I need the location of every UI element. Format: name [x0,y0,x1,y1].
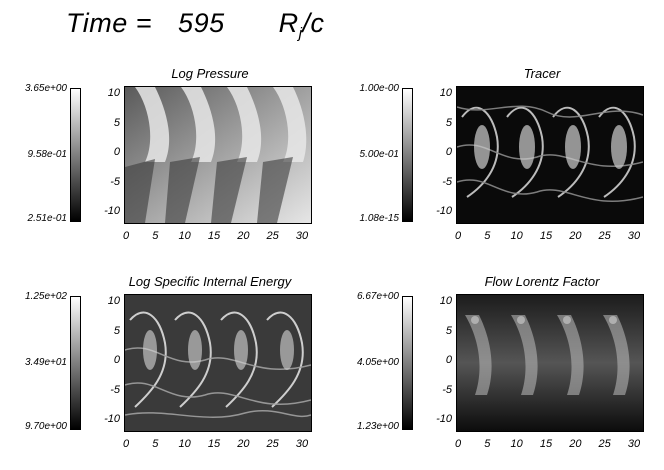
x-tick-label: 5 [152,438,159,450]
colorbar [70,296,81,430]
x-tick-label: 10 [178,230,191,242]
x-tick-label: 10 [510,230,523,242]
x-tick-label: 30 [627,438,641,450]
colorbar-min-label: 9.70e+00 [25,421,67,432]
y-tick-label: 5 [445,116,452,129]
x-axis-ticks: 0 5 10 15 20 25 30 [454,230,642,244]
internal-energy-image [124,294,312,432]
time-label: Time = [66,8,153,38]
panel-title: Tracer [523,66,561,81]
panel-title: Log Specific Internal Energy [128,274,292,289]
time-unit-main: R [278,8,299,38]
y-tick-label: -5 [110,175,120,188]
x-tick-label: 25 [266,438,279,450]
y-tick-label: -10 [436,413,452,425]
time-unit-tail: /c [302,8,325,38]
x-tick-label: 20 [569,230,582,242]
colorbar-max-label: 1.00e-00 [359,83,399,94]
y-axis-ticks: 10 5 0 -5 -10 [426,86,452,222]
y-axis-ticks: 10 5 0 -5 -10 [426,294,452,430]
y-tick-label: 10 [439,295,452,307]
panel-log-specific-internal-energy: Log Specific Internal Energy 1.25e+02 3.… [0,270,320,470]
y-tick-label: 5 [445,324,452,337]
x-tick-label: 0 [122,438,130,450]
x-tick-label: 0 [454,438,462,450]
y-tick-label: -10 [436,205,452,217]
panel-title: Flow Lorentz Factor [484,274,600,289]
colorbar [70,88,81,222]
x-tick-label: 10 [178,438,191,450]
x-tick-label: 5 [484,438,491,450]
y-tick-label: 10 [107,87,120,99]
y-tick-label: 0 [113,146,120,158]
y-tick-label: -5 [442,383,452,396]
time-value: 595 [178,8,225,38]
x-tick-label: 20 [569,438,582,450]
x-tick-label: 0 [454,230,462,242]
panel-title: Log Pressure [171,66,249,81]
y-tick-label: -5 [110,383,120,396]
x-tick-label: 15 [539,230,553,242]
y-tick-label: -10 [104,413,120,425]
panel-flow-lorentz-factor: Flow Lorentz Factor 6.67e+00 4.05e+00 1.… [332,270,652,470]
colorbar-mid-label: 4.05e+00 [357,357,399,368]
x-tick-label: 0 [122,230,130,242]
pressure-image [124,86,312,224]
y-tick-label: 10 [107,295,120,307]
tracer-image [456,86,644,224]
x-tick-label: 15 [539,438,553,450]
colorbar [402,296,413,430]
time-unit-sub: j [298,25,303,42]
colorbar-max-label: 1.25e+02 [25,291,67,302]
x-axis-ticks: 0 5 10 15 20 25 30 [122,438,310,452]
y-tick-label: -10 [104,205,120,217]
y-tick-label: 0 [445,354,452,366]
x-tick-label: 25 [598,438,611,450]
lorentz-factor-image [456,294,644,432]
y-tick-label: 5 [113,116,120,129]
x-tick-label: 20 [237,438,250,450]
x-tick-label: 5 [152,230,159,242]
colorbar [402,88,413,222]
x-axis-ticks: 0 5 10 15 20 25 30 [122,230,310,244]
x-tick-label: 15 [207,230,221,242]
x-tick-label: 30 [627,230,641,242]
x-tick-label: 25 [598,230,611,242]
colorbar-mid-label: 5.00e-01 [359,149,399,160]
y-tick-label: -5 [442,175,452,188]
colorbar-mid-label: 3.49e+01 [25,357,67,368]
colorbar-min-label: 2.51e-01 [27,213,67,224]
x-tick-label: 5 [484,230,491,242]
colorbar-mid-label: 9.58e-01 [27,149,67,160]
y-tick-label: 10 [439,87,452,99]
colorbar-min-label: 1.08e-15 [359,213,399,224]
x-tick-label: 15 [207,438,221,450]
x-tick-label: 10 [510,438,523,450]
y-tick-label: 0 [113,354,120,366]
y-axis-ticks: 10 5 0 -5 -10 [94,86,120,222]
x-tick-label: 25 [266,230,279,242]
time-header: Time = 595 Rj/c [66,8,324,42]
x-axis-ticks: 0 5 10 15 20 25 30 [454,438,642,452]
colorbar-max-label: 3.65e+00 [25,83,67,94]
time-unit: Rj/c [279,8,325,42]
y-axis-ticks: 10 5 0 -5 -10 [94,294,120,430]
panel-log-pressure: Log Pressure 3.65e+00 9.58e-01 2.51e-01 … [0,62,320,262]
y-tick-label: 0 [445,146,452,158]
colorbar-min-label: 1.23e+00 [357,421,399,432]
x-tick-label: 20 [237,230,250,242]
y-tick-label: 5 [113,324,120,337]
panel-tracer: Tracer 1.00e-00 5.00e-01 1.08e-15 10 5 0 -5… [332,62,652,262]
x-tick-label: 30 [295,230,309,242]
colorbar-max-label: 6.67e+00 [357,291,399,302]
x-tick-label: 30 [295,438,309,450]
